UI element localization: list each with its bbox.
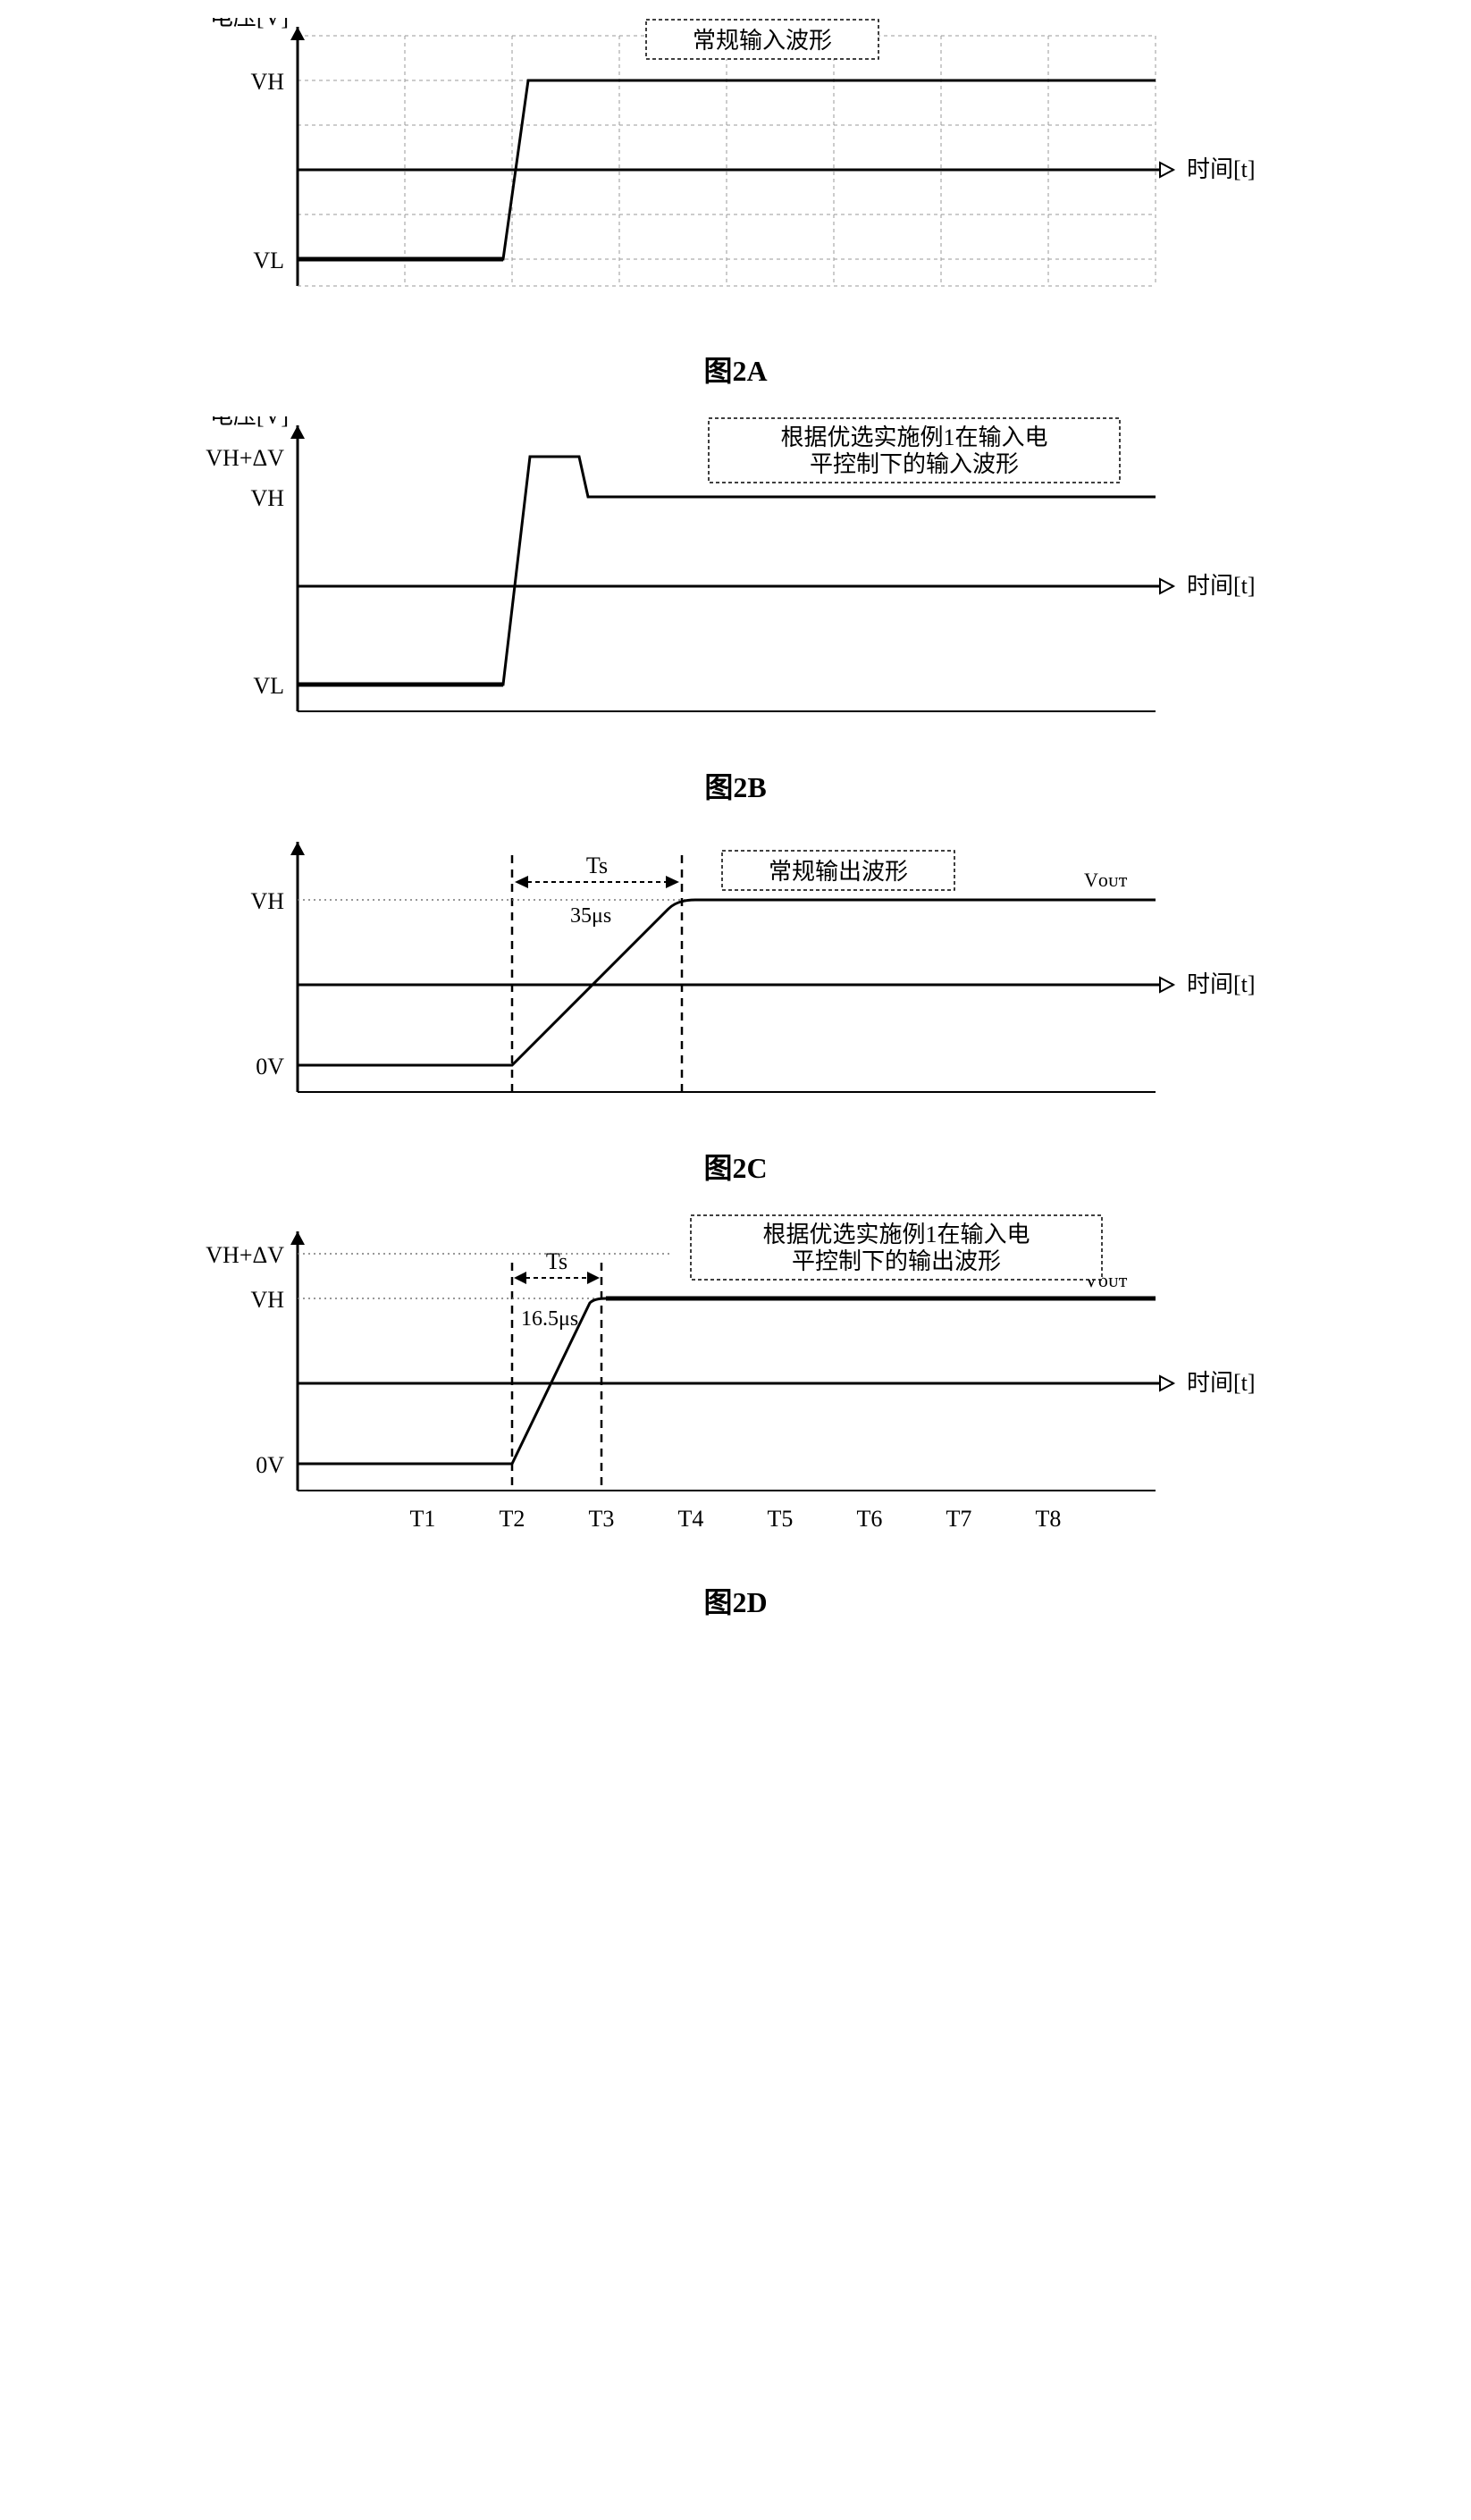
tick-vl: VL [253, 673, 284, 699]
svg-text:T7: T7 [946, 1506, 972, 1532]
arrow-up-icon [290, 27, 305, 40]
x-axis-label: 时间[t] [1187, 573, 1256, 599]
ts-label: Ts [546, 1248, 567, 1274]
title-line1: 根据优选实施例1在输入电 [780, 424, 1047, 450]
x-axis-label: 时间[t] [1187, 156, 1256, 182]
arrow-up-icon [290, 1231, 305, 1245]
arrow-right-icon [1160, 579, 1173, 593]
chart-2b: 电压[V] VH+ΔV VH VL 时间[t] 根据优选实施例1在输入电 平控制… [172, 416, 1299, 756]
svg-text:T1: T1 [410, 1506, 436, 1532]
tick-vh: VH [250, 69, 284, 95]
y-axis-label: 电压[V] [210, 416, 289, 429]
title-text: 常规输出波形 [769, 859, 908, 885]
svg-text:T3: T3 [589, 1506, 615, 1532]
chart-2d: Ts 16.5μs VH+ΔV VH 0V 时间[t] Vᴏᴜᴛ 根据优选实施例… [172, 1214, 1299, 1571]
arrow-up-icon [290, 425, 305, 439]
title-line2: 平控制下的输出波形 [792, 1248, 1001, 1274]
caption-2d: 图2D [18, 1580, 1453, 1621]
figure-2b: 电压[V] VH+ΔV VH VL 时间[t] 根据优选实施例1在输入电 平控制… [18, 416, 1453, 806]
figure-2d: Ts 16.5μs VH+ΔV VH 0V 时间[t] Vᴏᴜᴛ 根据优选实施例… [18, 1214, 1453, 1621]
time-annotation: 35μs [570, 904, 611, 928]
x-axis-label: 时间[t] [1187, 1370, 1256, 1396]
chart-2c: Ts 35μs VH 0V 时间[t] Vᴏᴜᴛ 常规输出波形 [172, 833, 1299, 1137]
ts-label: Ts [586, 853, 608, 878]
tick-0v: 0V [256, 1452, 284, 1478]
arrow-right-icon [1160, 1376, 1173, 1390]
figure-2a: 电压[V] VH VL 时间[t] 常规输入波形 图2A [18, 18, 1453, 390]
waveform [298, 1298, 1156, 1464]
x-axis-label: 时间[t] [1187, 971, 1256, 997]
tick-vhdv: VH+ΔV [206, 1242, 284, 1268]
vout-label: Vᴏᴜᴛ [1084, 869, 1128, 891]
svg-text:T5: T5 [768, 1506, 794, 1532]
arrow-right-icon [1160, 163, 1173, 177]
tick-0v: 0V [256, 1054, 284, 1079]
caption-2a: 图2A [18, 349, 1453, 390]
figure-2c: Ts 35μs VH 0V 时间[t] Vᴏᴜᴛ 常规输出波形 图2C [18, 833, 1453, 1187]
svg-text:T8: T8 [1036, 1506, 1062, 1532]
caption-2c: 图2C [18, 1146, 1453, 1187]
chart-2a: 电压[V] VH VL 时间[t] 常规输入波形 [172, 18, 1299, 340]
caption-2b: 图2B [18, 765, 1453, 806]
tick-vh: VH [250, 888, 284, 914]
title-line2: 平控制下的输入波形 [810, 451, 1019, 477]
title-text: 常规输入波形 [693, 28, 832, 54]
tick-vl: VL [253, 248, 284, 273]
svg-text:T4: T4 [678, 1506, 704, 1532]
svg-text:T6: T6 [857, 1506, 883, 1532]
tick-vh: VH [250, 485, 284, 511]
waveform [298, 457, 1156, 685]
time-annotation: 16.5μs [521, 1307, 578, 1331]
y-axis-label: 电压[V] [210, 18, 289, 30]
tick-vhdv: VH+ΔV [206, 445, 284, 471]
arrow-up-icon [290, 842, 305, 855]
arrow-right-icon [1160, 978, 1173, 992]
svg-text:T2: T2 [500, 1506, 525, 1532]
x-ticks: T1 T2 T3 T4 T5 T6 T7 T8 [410, 1506, 1062, 1532]
title-line1: 根据优选实施例1在输入电 [762, 1222, 1030, 1247]
waveform [298, 900, 1156, 1065]
tick-vh: VH [250, 1287, 284, 1313]
